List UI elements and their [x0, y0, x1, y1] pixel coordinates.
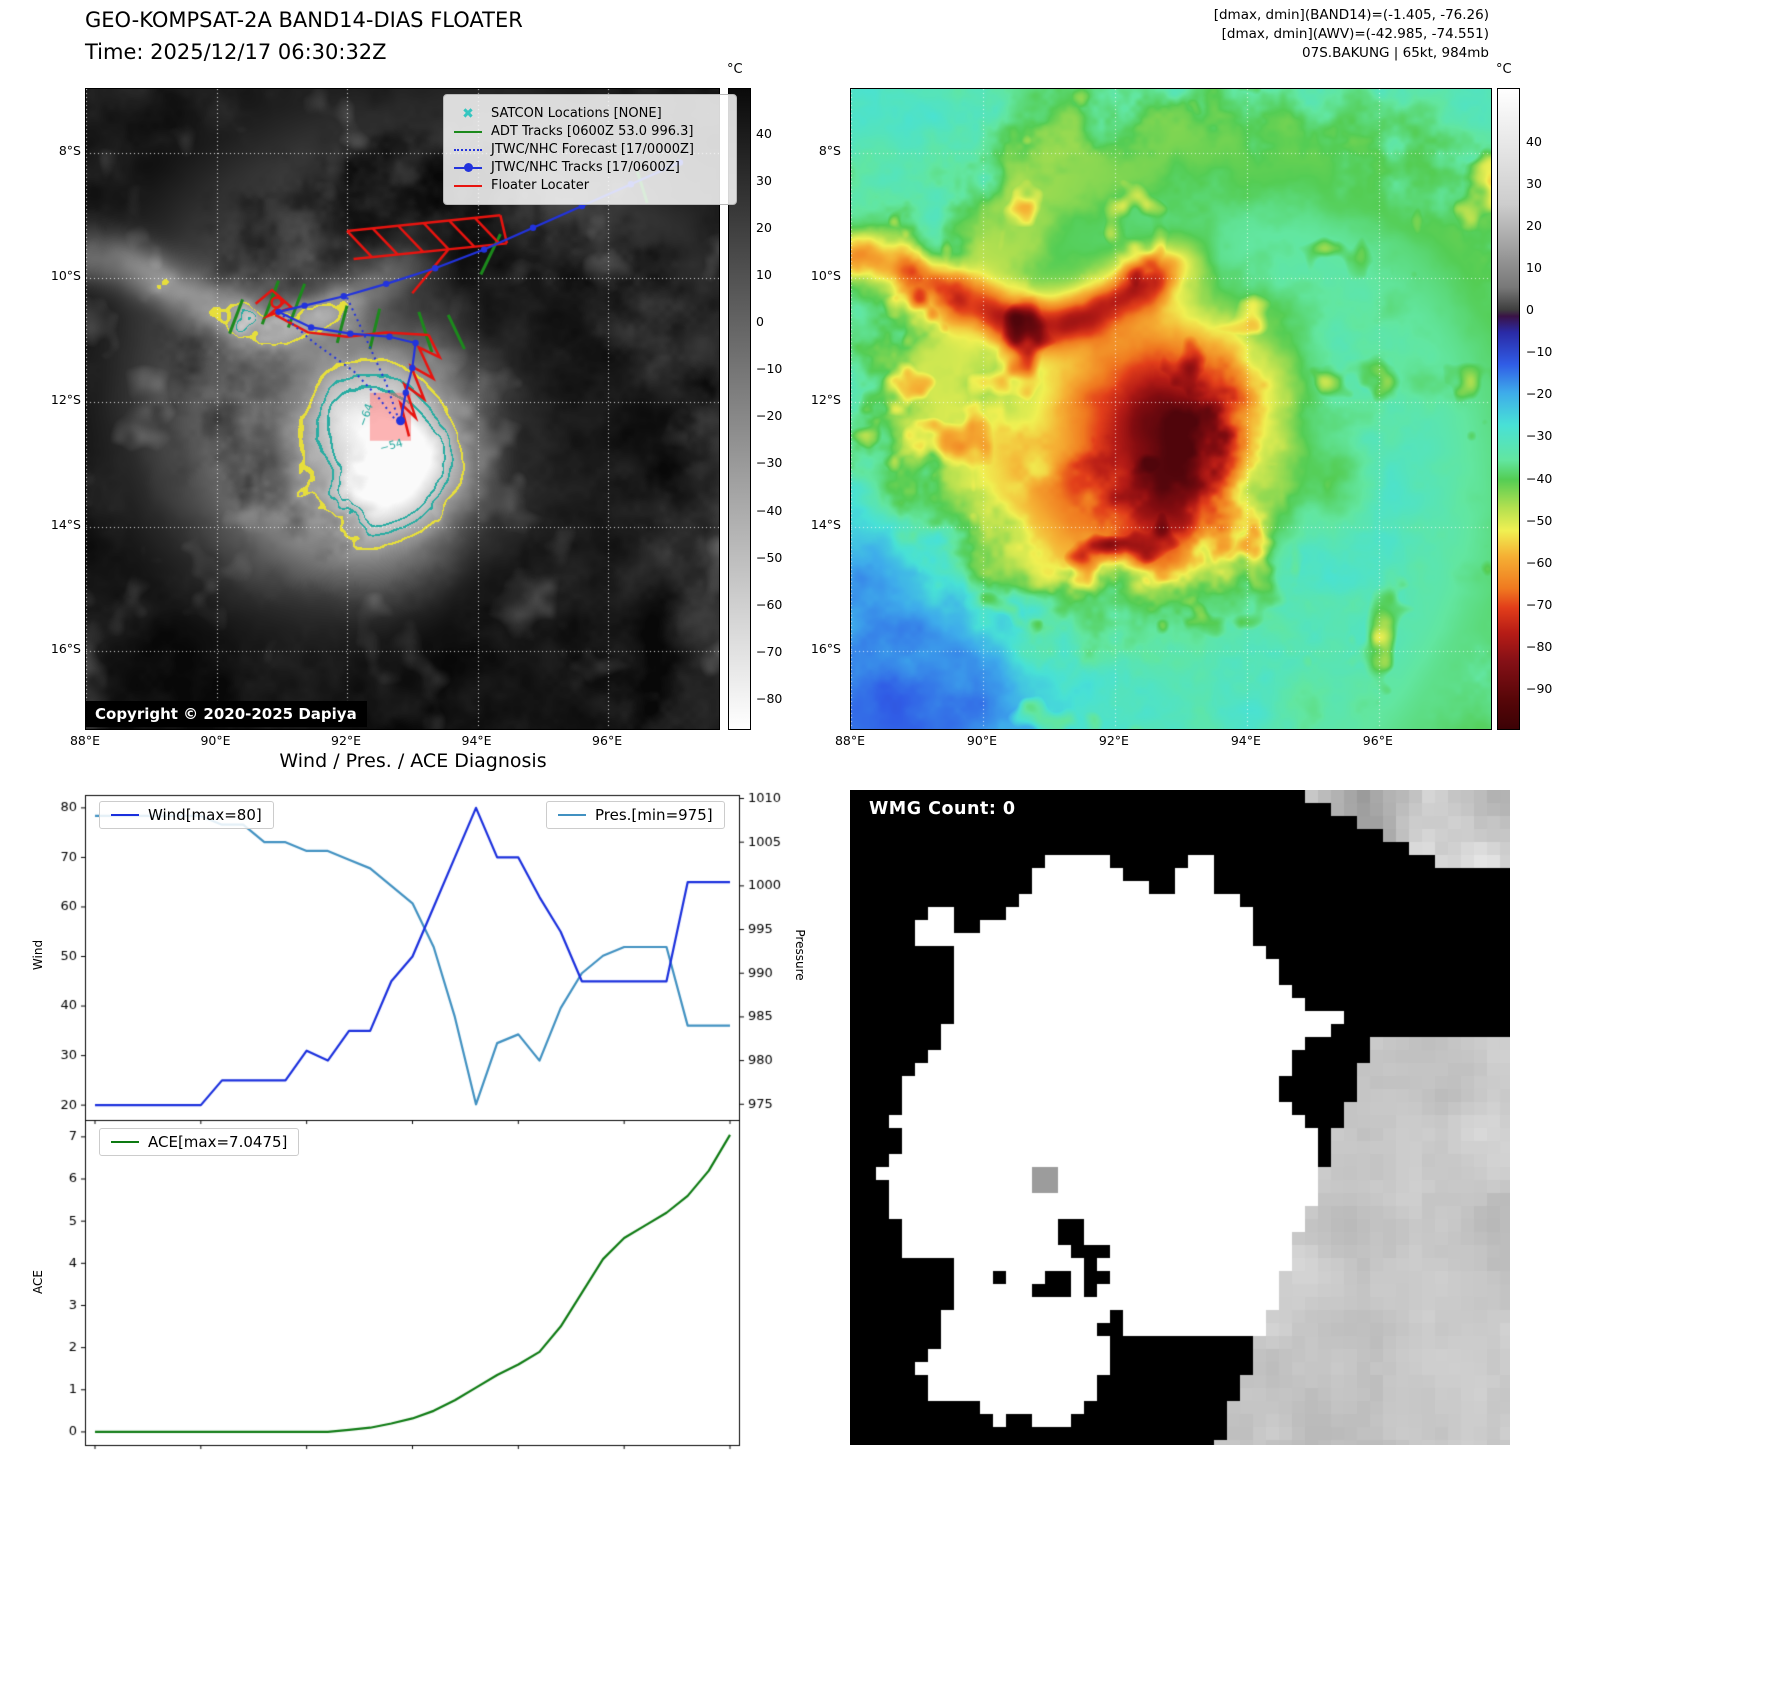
axis-tick-label: 90°E — [200, 733, 231, 748]
pressure-axis-title: Pressure — [793, 929, 807, 981]
axis-tick-label: 14°S — [50, 516, 81, 532]
axis-tick-label: 40 — [756, 126, 772, 142]
axis-tick-label: −20 — [756, 408, 783, 424]
legend-item-adt: ADT Tracks [0600Z 53.0 996.3] — [454, 124, 726, 139]
axis-tick-label: 0 — [756, 314, 764, 330]
axis-tick-label: 96°E — [592, 733, 623, 748]
copyright-badge: Copyright © 2020-2025 Dapiya — [85, 701, 367, 727]
legend-item-floater: Floater Locater — [454, 178, 726, 193]
ace-legend: ACE[max=7.0475] — [99, 1128, 300, 1156]
axis-tick-label: −40 — [756, 502, 783, 518]
axis-tick-label: 20 — [756, 220, 772, 236]
pressure-legend-label: Pres.[min=975] — [595, 806, 713, 824]
band14-title: GEO-KOMPSAT-2A BAND14-DIAS FLOATER — [85, 8, 523, 32]
axis-tick-label: 90°E — [966, 733, 997, 748]
pressure-line-icon — [558, 814, 586, 816]
satcon-x-icon: ✖ — [462, 105, 474, 122]
legend-label-forecast: JTWC/NHC Forecast [17/0000Z] — [491, 142, 694, 157]
floater-line-icon — [454, 184, 482, 187]
axis-tick-label: 94°E — [461, 733, 492, 748]
wmg-image — [850, 790, 1510, 1445]
axis-tick-label: −70 — [1526, 596, 1553, 612]
awv-header-line3: 07S.BAKUNG | 65kt, 984mb — [1302, 45, 1489, 61]
axis-tick-label: −60 — [756, 596, 783, 612]
legend-item-tracks: JTWC/NHC Tracks [17/0600Z] — [454, 160, 726, 175]
axis-tick-label: 0 — [1526, 302, 1534, 318]
awv-header-line1: [dmax, dmin](BAND14)=(-1.405, -76.26) — [1213, 7, 1489, 23]
wmg-count-label: WMG Count: 0 — [869, 799, 1016, 819]
axis-tick-label: 40 — [1526, 133, 1542, 149]
jtwc-track-line-icon — [454, 162, 482, 172]
legend-label-floater: Floater Locater — [491, 178, 590, 193]
axis-tick-label: −50 — [1526, 512, 1553, 528]
band14-colorbar-unit: °C — [727, 62, 743, 77]
axis-tick-label: 10 — [756, 267, 772, 283]
wind-line-icon — [111, 814, 139, 816]
axis-tick-label: 10°S — [810, 267, 841, 283]
axis-tick-label: 88°E — [69, 733, 101, 748]
awv-header-line2: [dmax, dmin](AWV)=(-42.985, -74.551) — [1221, 26, 1489, 42]
axis-tick-label: 10°S — [50, 267, 81, 283]
axis-tick-label: −30 — [1526, 428, 1553, 444]
legend-item-forecast: JTWC/NHC Forecast [17/0000Z] — [454, 142, 726, 157]
axis-tick-label: 94°E — [1230, 733, 1261, 748]
axis-tick-label: −90 — [1526, 681, 1553, 697]
legend-label-adt: ADT Tracks [0600Z 53.0 996.3] — [491, 124, 694, 139]
axis-tick-label: −50 — [756, 549, 783, 565]
legend-item-satcon: ✖ SATCON Locations [NONE] — [454, 106, 726, 121]
axis-tick-label: −40 — [1526, 470, 1553, 486]
awv-header: [dmax, dmin](BAND14)=(-1.405, -76.26) [d… — [929, 6, 1489, 63]
band14-colorbar — [728, 88, 751, 730]
axis-tick-label: −20 — [1526, 386, 1553, 402]
axis-tick-label: 88°E — [834, 733, 866, 748]
axis-tick-label: 96°E — [1362, 733, 1393, 748]
track-dot-icon — [463, 162, 473, 172]
forecast-dotted-line-icon — [454, 148, 482, 151]
axis-tick-label: 14°S — [810, 516, 841, 532]
axis-tick-label: 12°S — [50, 392, 81, 408]
awv-colorbar — [1497, 88, 1520, 730]
ace-legend-label: ACE[max=7.0475] — [148, 1133, 288, 1151]
axis-tick-label: 16°S — [810, 641, 841, 657]
axis-tick-label: 30 — [756, 173, 772, 189]
axis-tick-label: −80 — [756, 690, 783, 706]
axis-tick-label: −70 — [756, 643, 783, 659]
axis-tick-label: −30 — [756, 455, 783, 471]
wind-legend-label: Wind[max=80] — [148, 806, 262, 824]
axis-tick-label: 8°S — [818, 143, 841, 159]
diagnosis-charts — [0, 740, 810, 1470]
axis-tick-label: −10 — [1526, 344, 1553, 360]
legend-label-satcon: SATCON Locations [NONE] — [491, 106, 662, 121]
axis-tick-label: 12°S — [810, 392, 841, 408]
axis-tick-label: −10 — [756, 361, 783, 377]
axis-tick-label: 92°E — [1098, 733, 1129, 748]
axis-tick-label: 92°E — [331, 733, 362, 748]
band14-map-legend: ✖ SATCON Locations [NONE] ADT Tracks [06… — [443, 94, 737, 205]
adt-track-line-icon — [454, 130, 482, 133]
pressure-legend: Pres.[min=975] — [546, 801, 725, 829]
axis-tick-label: −60 — [1526, 554, 1553, 570]
axis-tick-label: 30 — [1526, 175, 1542, 191]
wind-axis-title: Wind — [31, 939, 45, 971]
band14-subtitle: Time: 2025/12/17 06:30:32Z — [85, 40, 387, 64]
ace-axis-title: ACE — [31, 1270, 45, 1294]
wind-legend: Wind[max=80] — [99, 801, 274, 829]
awv-colorbar-unit: °C — [1496, 62, 1512, 77]
axis-tick-label: −80 — [1526, 639, 1553, 654]
axis-tick-label: 8°S — [58, 143, 81, 159]
axis-tick-label: 10 — [1526, 260, 1542, 276]
legend-label-tracks: JTWC/NHC Tracks [17/0600Z] — [491, 160, 680, 175]
ace-line-icon — [111, 1141, 139, 1143]
awv-satellite-image — [850, 88, 1492, 730]
axis-tick-label: 20 — [1526, 217, 1542, 233]
axis-tick-label: 16°S — [50, 641, 81, 657]
